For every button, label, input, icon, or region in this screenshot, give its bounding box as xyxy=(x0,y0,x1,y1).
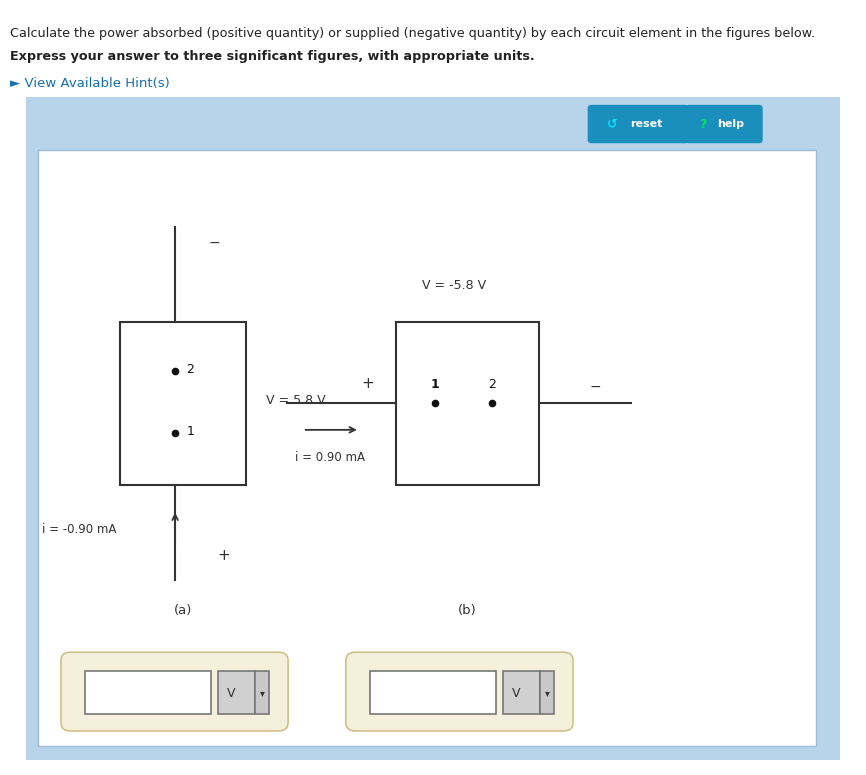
Text: Calculate the power absorbed (positive quantity) or supplied (negative quantity): Calculate the power absorbed (positive q… xyxy=(10,27,816,40)
Text: (b): (b) xyxy=(458,604,477,617)
Text: 1: 1 xyxy=(186,425,194,438)
FancyBboxPatch shape xyxy=(588,105,689,143)
Text: ▾: ▾ xyxy=(260,688,264,698)
Bar xyxy=(30,102,836,146)
FancyBboxPatch shape xyxy=(22,94,844,763)
Text: −: − xyxy=(209,236,220,250)
Text: (a): (a) xyxy=(173,604,192,617)
Text: Express your answer to three significant figures, with appropriate units.: Express your answer to three significant… xyxy=(10,50,535,64)
Text: 2: 2 xyxy=(186,363,194,376)
Text: 1: 1 xyxy=(430,378,439,391)
Bar xyxy=(397,322,539,484)
FancyBboxPatch shape xyxy=(61,652,288,731)
Text: ► View Available Hint(s): ► View Available Hint(s) xyxy=(10,78,170,91)
Text: help: help xyxy=(717,119,745,129)
Text: i = -0.90 mA: i = -0.90 mA xyxy=(42,523,117,536)
Text: −: − xyxy=(590,380,602,394)
Text: V: V xyxy=(512,687,520,700)
Text: i = 0.90 mA: i = 0.90 mA xyxy=(294,451,365,464)
Text: reset: reset xyxy=(630,119,662,129)
Bar xyxy=(218,671,255,715)
Text: V = -5.8 V: V = -5.8 V xyxy=(422,279,486,292)
Text: +: + xyxy=(361,376,374,391)
Text: V: V xyxy=(227,687,236,700)
FancyBboxPatch shape xyxy=(685,105,763,143)
Bar xyxy=(255,671,269,715)
Bar xyxy=(370,671,495,715)
Bar xyxy=(540,671,554,715)
Bar xyxy=(503,671,540,715)
Bar xyxy=(120,322,246,484)
Text: ↺: ↺ xyxy=(607,118,617,130)
FancyBboxPatch shape xyxy=(346,652,573,731)
Text: ?: ? xyxy=(700,118,707,130)
Bar xyxy=(85,671,210,715)
Text: +: + xyxy=(217,548,230,563)
Text: V = 5.8 V: V = 5.8 V xyxy=(266,394,326,407)
Text: ▾: ▾ xyxy=(545,688,549,698)
Text: 2: 2 xyxy=(488,378,495,391)
